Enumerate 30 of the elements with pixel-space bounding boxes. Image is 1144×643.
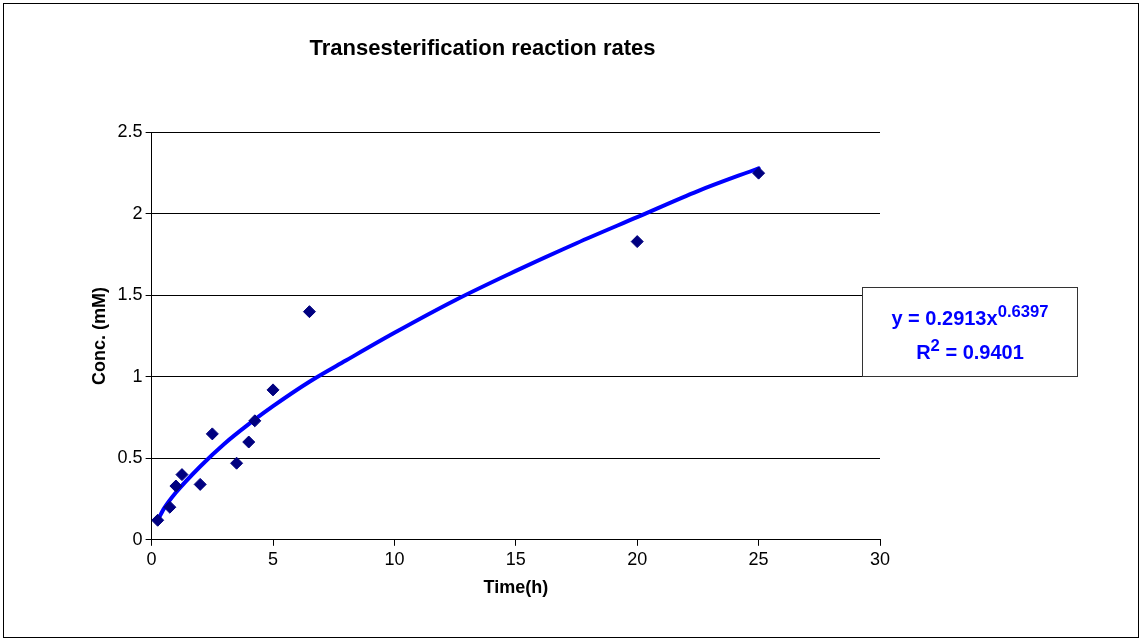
x-tick-label: 20 xyxy=(627,548,648,569)
point xyxy=(752,166,766,180)
y-tick-label: 2 xyxy=(132,202,143,223)
point xyxy=(175,468,189,482)
point xyxy=(163,500,177,514)
x-tick-label: 5 xyxy=(268,548,279,569)
point xyxy=(248,414,262,428)
x-axis-title: Time(h) xyxy=(483,577,549,598)
point xyxy=(266,383,280,397)
point xyxy=(169,479,183,493)
y-axis-title: Conc. (mM) xyxy=(88,287,109,386)
point xyxy=(230,456,244,470)
point xyxy=(193,477,207,491)
y-tick-label: 1 xyxy=(132,365,143,386)
point xyxy=(302,305,316,319)
chart-title: Transesterification reaction rates xyxy=(309,35,656,61)
point xyxy=(205,427,219,441)
point xyxy=(630,235,644,249)
x-tick-label: 10 xyxy=(384,548,405,569)
point xyxy=(242,435,256,449)
x-tick-label: 0 xyxy=(146,548,157,569)
x-tick-label: 15 xyxy=(505,548,526,569)
y-tick-label: 1.5 xyxy=(117,284,143,305)
point xyxy=(151,513,165,527)
text: y = 0.2913x$^{0.6397}$ R$^{2}$ = 0.9401 xyxy=(891,302,1049,363)
y-tick-label: 2.5 xyxy=(117,121,143,142)
y-tick-label: 0.5 xyxy=(117,447,143,468)
y-tick-label: 0 xyxy=(132,528,143,549)
x-tick-label: 30 xyxy=(869,548,891,569)
x-tick-label: 25 xyxy=(748,548,769,569)
